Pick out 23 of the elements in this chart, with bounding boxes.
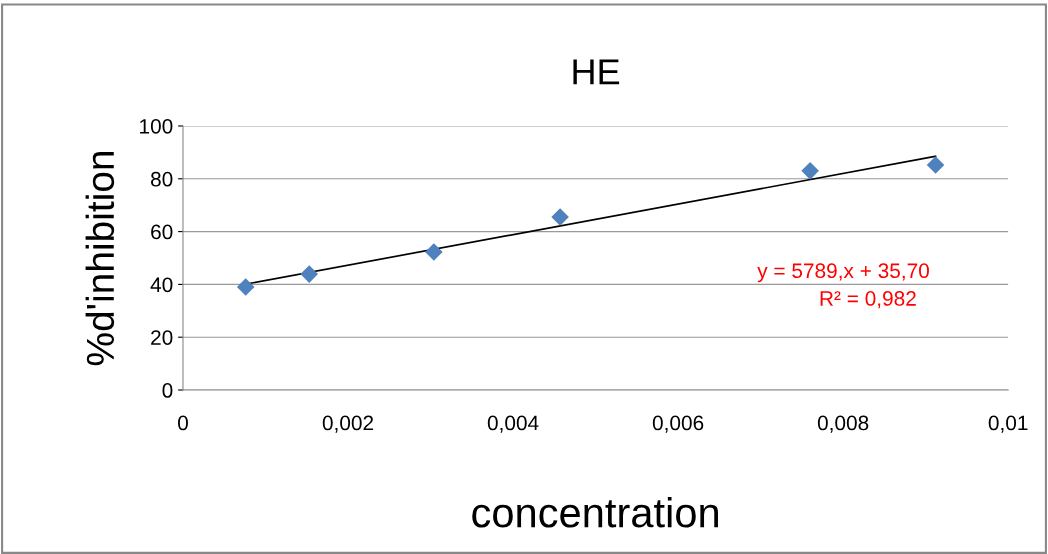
- x-tick-label: 0: [178, 415, 188, 431]
- annotation: y = 5789,x + 35,70: [757, 263, 929, 283]
- y-tick-label: 20: [151, 330, 173, 345]
- x-tick-label: 0,008: [817, 415, 869, 433]
- point: [926, 156, 945, 174]
- x-tick-label: 0,006: [652, 415, 704, 433]
- y-axis-title: %d'inhibition: [85, 151, 115, 366]
- y-tick-label: 0: [162, 383, 173, 398]
- point: [300, 265, 319, 283]
- x-tick-label: 0,01: [988, 415, 1028, 433]
- point: [551, 208, 569, 226]
- chart-title: HE: [573, 59, 620, 85]
- point: [425, 243, 443, 261]
- y-tick-label: 100: [140, 118, 173, 134]
- y-tick-label: 60: [151, 224, 173, 240]
- y-tick-label: 40: [150, 277, 173, 293]
- x-tick-label: 0,002: [322, 415, 374, 433]
- y-tick-label: 80: [150, 171, 173, 187]
- annotation: R² = 0,982: [820, 291, 916, 309]
- x-tick-label: 0,004: [487, 415, 539, 433]
- x-axis-title: concentration: [472, 496, 718, 528]
- point: [236, 278, 255, 296]
- point: [801, 162, 819, 180]
